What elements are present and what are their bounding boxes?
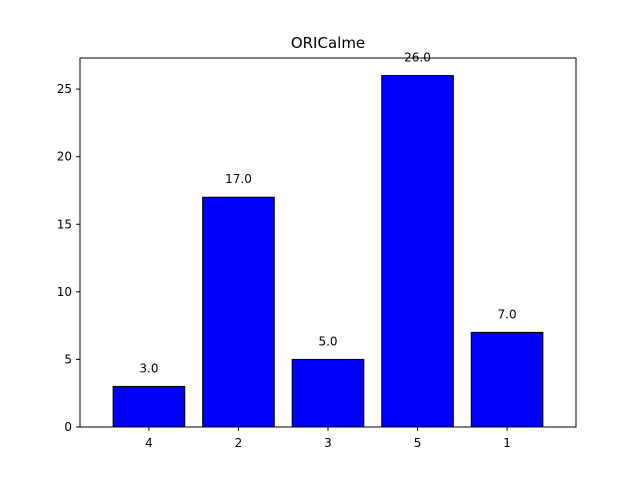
y-tick-label-20: 20 <box>57 150 72 164</box>
y-tick-label-25: 25 <box>57 82 72 96</box>
y-tick-label-5: 5 <box>64 352 72 366</box>
chart-title: ORICalme <box>291 34 365 52</box>
x-tick-label-4: 4 <box>145 436 153 450</box>
bar-1 <box>470 331 544 428</box>
y-axis-ticks: 0 5 10 15 20 25 <box>57 82 80 434</box>
y-tick-label-10: 10 <box>57 285 72 299</box>
bar-4 <box>112 385 186 428</box>
plot-frame <box>79 57 577 428</box>
x-tick-label-5: 5 <box>414 436 422 450</box>
x-tick-label-1: 1 <box>503 436 511 450</box>
x-tick-label-3: 3 <box>324 436 332 450</box>
y-tick-label-0: 0 <box>64 420 72 434</box>
x-tick-label-2: 2 <box>235 436 243 450</box>
data-label-4: 3.0 <box>139 361 158 375</box>
y-tick-label-15: 15 <box>57 217 72 231</box>
data-labels-group: 3.017.05.026.07.0 <box>139 51 516 376</box>
data-label-3: 5.0 <box>318 334 337 348</box>
bars-group <box>112 75 544 428</box>
bar-2 <box>202 196 275 428</box>
data-label-2: 17.0 <box>225 172 252 186</box>
bar-3 <box>291 358 365 428</box>
bar-5 <box>381 75 454 428</box>
data-label-1: 7.0 <box>498 307 517 321</box>
x-axis-ticks: 4 2 3 5 1 <box>145 427 511 450</box>
